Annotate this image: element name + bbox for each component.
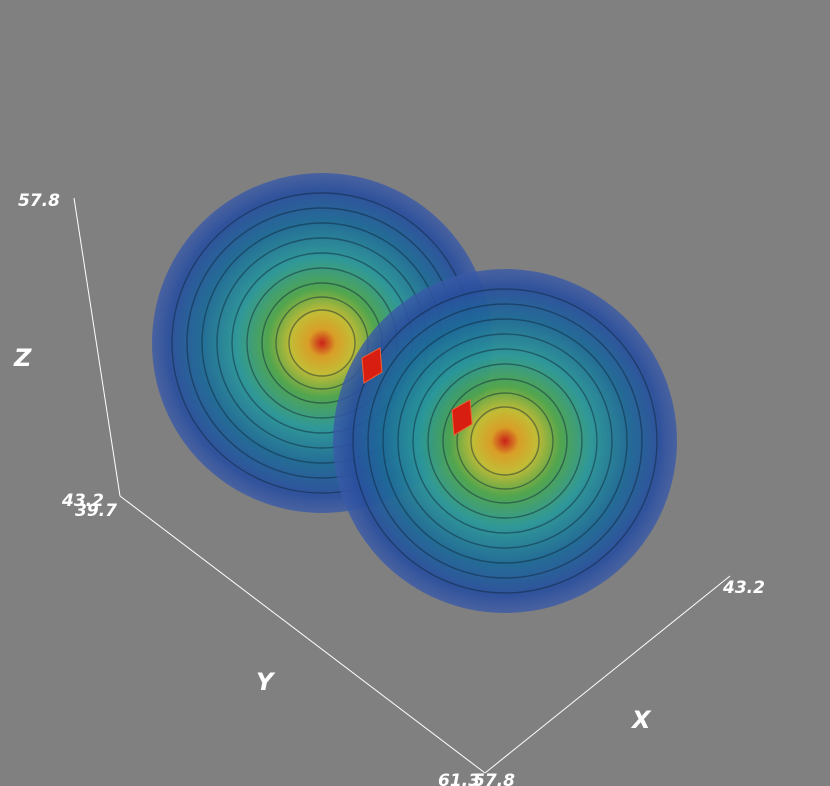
core-marker-left [361, 347, 383, 384]
x-axis-max-label: 43.2 [722, 578, 765, 598]
core-marker-right [451, 399, 473, 436]
z-axis-max-label: 57.8 [18, 191, 60, 211]
x-axis-title: X [630, 706, 652, 734]
x-axis-min-label: 57.8 [473, 771, 515, 786]
y-axis-title: Y [256, 668, 276, 696]
z-axis-min-label: 43.2 [61, 491, 104, 511]
axis-lines [73, 197, 731, 774]
isosurface-blob-front [333, 269, 677, 613]
y-axis-min-label: 61.3 [438, 771, 480, 786]
z-axis-title: Z [13, 344, 32, 372]
y-axis-max-label: 39.7 [75, 501, 117, 521]
